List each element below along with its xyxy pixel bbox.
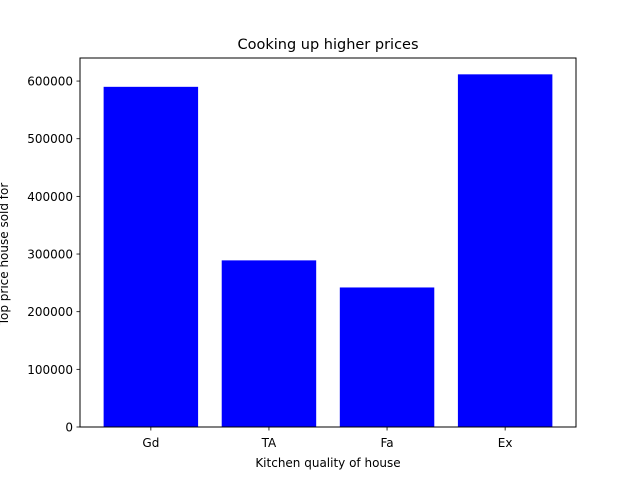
y-tick-label: 600000 [27, 75, 73, 89]
plot-area-frame [79, 57, 577, 428]
y-axis-ticks: 0 100000 200000 300000 400000 500000 600000 [27, 75, 80, 435]
chart-title: Cooking up higher prices [237, 37, 418, 53]
y-tick-label: 200000 [27, 305, 73, 319]
x-tick-label: TA [261, 436, 277, 450]
y-tick-label: 400000 [27, 190, 73, 204]
y-tick-label: 0 [65, 421, 73, 435]
bar-Ex [457, 74, 553, 427]
bar-Fa [339, 287, 435, 427]
bars-group [103, 74, 553, 427]
bar-Gd [103, 86, 199, 427]
y-tick-label: 500000 [27, 132, 73, 146]
x-axis-label: Kitchen quality of house [255, 456, 400, 470]
bar-TA [221, 260, 317, 427]
y-tick-label: 100000 [27, 363, 73, 377]
x-axis-ticks: Gd TA Fa Ex [142, 427, 512, 450]
x-tick-label: Fa [380, 436, 393, 450]
x-tick-label: Ex [498, 436, 513, 450]
y-tick-label: 300000 [27, 248, 73, 262]
x-tick-label: Gd [142, 436, 159, 450]
y-axis-label: Top price house sold for [0, 183, 11, 327]
